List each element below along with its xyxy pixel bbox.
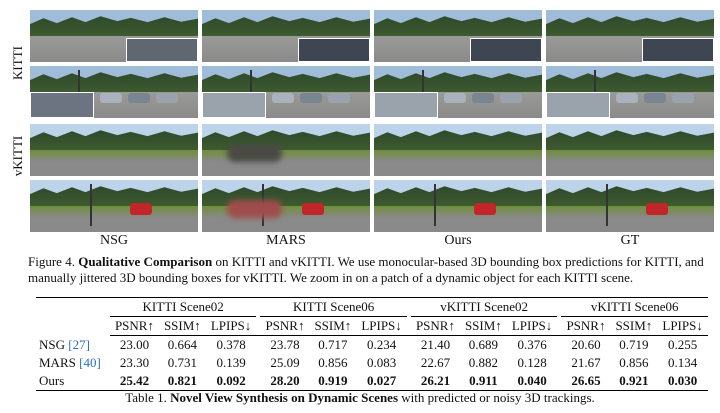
value-cell: 20.60 [571,337,601,352]
value-cell: 0.919 [309,372,357,391]
value-cell: 25.09 [270,355,300,370]
render-kitti-scene02-gt [546,10,714,62]
value-cell: 0.717 [318,337,348,352]
render-kitti-scene06-ours [374,66,542,118]
value-cell: 0.376 [517,337,547,352]
value-cell: 0.139 [216,355,246,370]
value-cell: 0.664 [167,337,197,352]
value-cell: 0.821 [159,372,206,391]
value-cell: 0.856 [619,355,649,370]
value-cell: 0.083 [366,355,397,370]
figure-caption-prefix: Figure 4. [28,254,75,269]
figure-caption-title: Qualitative Comparison [78,254,213,269]
metric-header: PSNR↑ [410,316,460,336]
value-cell: 0.921 [610,372,658,391]
group-header: KITTI Scene06 [260,297,407,317]
value-cell: 0.040 [506,372,558,391]
value-cell: 23.30 [119,355,150,370]
value-cell: 21.40 [420,337,451,352]
results-table: KITTI Scene02 KITTI Scene06 vKITTI Scene… [36,297,720,391]
metric-header: PSNR↑ [561,316,611,336]
render-kitti-scene06-nsg [30,66,198,118]
value-cell: 28.20 [260,372,310,391]
value-cell: 23.78 [270,337,300,352]
value-cell: 22.67 [420,355,451,370]
value-cell: 0.856 [318,355,348,370]
table-caption-title: Novel View Synthesis on Dynamic Scenes [170,390,399,405]
table-caption-body: with predicted or noisy 3D trackings. [398,390,595,405]
table-row: NSG [27] 23.00 0.664 0.378 23.78 0.717 0.234 21… [36,336,708,355]
metric-header: SSIM↑ [460,316,507,336]
column-label-mars: MARS [266,233,306,248]
value-cell: 23.00 [119,337,150,352]
value-cell: 0.027 [356,372,407,391]
render-kitti-scene02-ours [374,10,542,62]
value-cell: 0.092 [205,372,257,391]
metric-header: LPIPS↓ [205,316,257,336]
group-header: vKITTI Scene06 [561,297,708,317]
method-cell: NSG [27] [36,336,110,355]
column-label-nsg: NSG [99,233,128,248]
render-vkitti-scene06-ours [374,180,542,232]
metric-header: LPIPS↓ [506,316,558,336]
value-cell: 0.731 [167,355,197,370]
render-kitti-scene02-mars [202,10,370,62]
metric-header: SSIM↑ [309,316,357,336]
render-vkitti-scene06-mars [202,180,370,232]
value-cell: 0.128 [517,355,547,370]
group-header: KITTI Scene02 [109,297,257,317]
column-label-gt: GT [620,233,640,248]
method-name: MARS [39,355,80,370]
column-label-ours: Ours [444,233,472,248]
value-cell: 26.65 [561,372,611,391]
metric-header: LPIPS↓ [356,316,407,336]
render-vkitti-scene02-gt [546,124,714,176]
citation-link[interactable]: [27] [68,336,90,352]
value-cell: 0.030 [657,372,708,391]
value-cell: 21.67 [571,355,601,370]
value-cell: 0.911 [460,372,507,391]
method-cell: MARS [40] [36,354,110,372]
citation-link[interactable]: [40] [79,355,101,370]
metric-header: LPIPS↓ [657,316,708,336]
metric-header: SSIM↑ [610,316,658,336]
table-row: Ours 25.42 0.821 0.092 28.20 0.919 0.027 26.21 0… [36,372,708,391]
method-name: Ours [39,373,65,388]
figure-caption: Figure 4. Qualitative Comparison on KITT… [28,254,718,286]
value-cell: 0.234 [366,337,397,352]
method-header [36,297,110,336]
table-caption-prefix: Table 1. [125,390,167,405]
render-kitti-scene06-mars [202,66,370,118]
value-cell: 0.255 [667,337,698,352]
value-cell: 0.689 [468,337,498,352]
render-vkitti-scene02-mars [202,124,370,176]
figure-caption-body: on KITTI and vKITTI. We use monocular-ba… [28,254,704,285]
render-vkitti-scene02-nsg [30,124,198,176]
value-cell: 26.21 [410,372,460,391]
method-cell: Ours [36,372,110,391]
value-cell: 0.378 [216,337,246,352]
value-cell: 0.134 [667,355,698,370]
value-cell: 25.42 [109,372,159,391]
render-vkitti-scene02-ours [374,124,542,176]
row-label-kitti: KITTI [10,46,25,80]
render-vkitti-scene06-gt [546,180,714,232]
metric-header: PSNR↑ [260,316,310,336]
group-header: vKITTI Scene02 [410,297,558,317]
table-row: MARS [40] 23.30 0.731 0.139 25.09 0.856 0.083 2… [36,354,708,372]
render-vkitti-scene06-nsg [30,180,198,232]
value-cell: 0.882 [468,355,498,370]
metric-header: SSIM↑ [159,316,206,336]
method-name: NSG [39,336,69,352]
render-kitti-scene02-nsg [30,10,198,62]
qualitative-figure: KITTI vKITTI NSG MARS Ours GT [10,10,714,248]
value-cell: 0.719 [619,337,649,352]
table-caption: Table 1. Novel View Synthesis on Dynamic… [0,390,720,406]
metric-header: PSNR↑ [109,316,159,336]
row-label-vkitti: vKITTI [10,135,25,177]
render-kitti-scene06-gt [546,66,714,118]
